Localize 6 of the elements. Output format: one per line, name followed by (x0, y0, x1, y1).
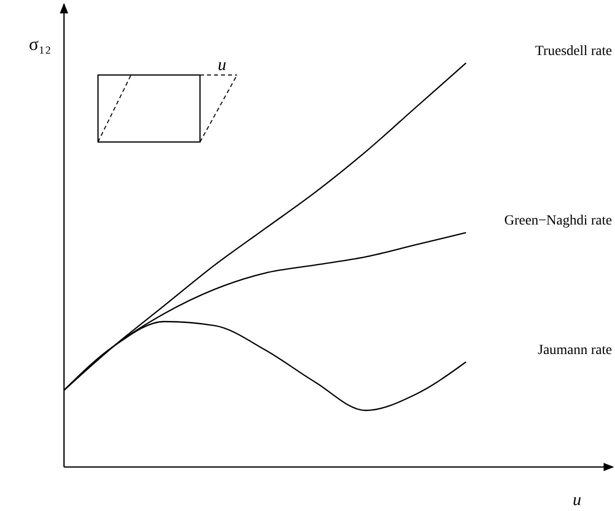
text: Jaumann rate (538, 342, 612, 358)
text: Truesdell rate (535, 44, 612, 59)
y-axis-title: σ₁₂ (28, 34, 52, 54)
x-axis-title: u (572, 490, 582, 509)
annotation: u (218, 55, 226, 74)
text: Green−Naghdi rate (504, 214, 612, 229)
